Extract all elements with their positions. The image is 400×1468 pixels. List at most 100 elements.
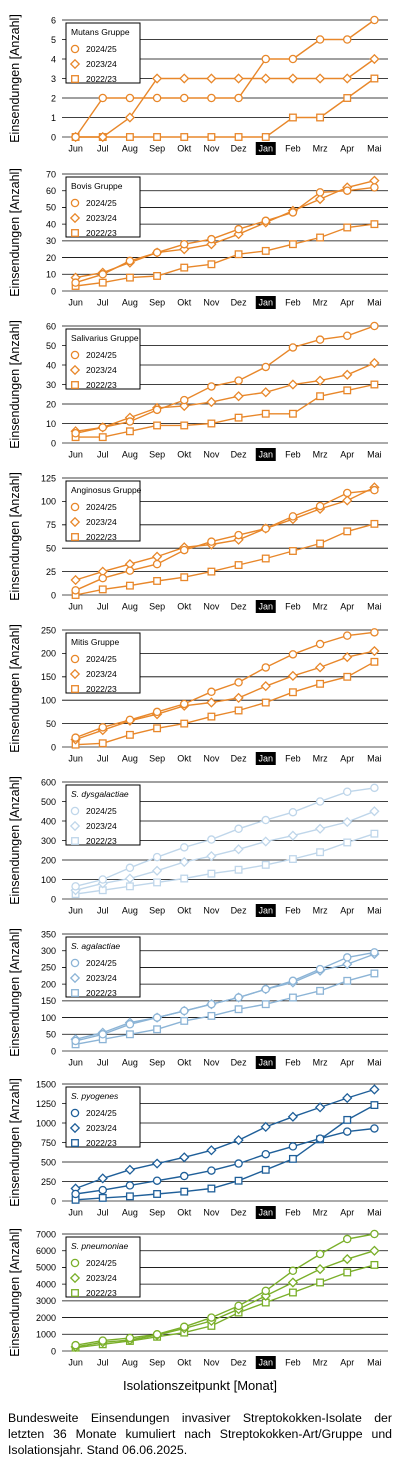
x-tick-label: Mai — [367, 906, 382, 916]
data-point — [151, 1158, 163, 1169]
x-tick-label: Okt — [177, 1358, 192, 1368]
data-point — [207, 1011, 216, 1020]
data-point — [125, 133, 134, 141]
data-point — [98, 875, 108, 884]
data-point — [207, 712, 216, 721]
legend-marker — [70, 654, 80, 664]
data-point — [314, 193, 326, 205]
data-point — [234, 250, 243, 259]
data-point — [342, 958, 353, 970]
legend-entry: 2024/25 — [86, 654, 117, 664]
legend-box — [65, 1236, 141, 1298]
series-line-2 — [75, 77, 375, 138]
x-axis-title: Isolationszeitpunkt [Monat] — [123, 1378, 277, 1393]
data-point — [233, 692, 244, 703]
data-point — [179, 1322, 189, 1332]
x-tick-label: Jun — [68, 906, 83, 916]
y-tick-label: 1000 — [36, 1118, 56, 1128]
data-point — [207, 93, 216, 103]
data-point — [207, 835, 216, 844]
x-tick-label: Aug — [122, 754, 138, 764]
data-point — [343, 838, 352, 847]
x-tick-label: Mai — [367, 602, 382, 612]
y-tick-label: 100 — [41, 497, 56, 507]
data-point — [206, 73, 217, 84]
x-tick-label: Nov — [203, 906, 220, 916]
data-point — [287, 1111, 299, 1122]
y-tick-label: 75 — [46, 520, 56, 530]
data-point — [260, 1290, 271, 1301]
x-tick-label: Mrz — [313, 298, 328, 308]
y-tick-label: 300 — [41, 836, 56, 846]
data-point — [342, 1127, 352, 1136]
data-point — [179, 1171, 189, 1181]
data-point — [180, 421, 189, 430]
y-axis-title: Einsendungen [Anzahl] — [8, 776, 22, 905]
data-point — [98, 585, 107, 594]
data-point — [151, 551, 163, 562]
legend-box — [65, 1086, 141, 1148]
data-point — [316, 233, 325, 242]
data-point — [125, 863, 135, 873]
data-point — [287, 73, 299, 84]
x-tick-label: Mai — [367, 1058, 382, 1068]
data-point — [206, 396, 217, 408]
x-tick-label: Jul — [97, 754, 109, 764]
x-tick-label: Jun — [68, 1208, 83, 1218]
x-tick-label: Dez — [231, 450, 248, 460]
data-point — [342, 35, 352, 44]
data-point — [233, 1135, 244, 1146]
series-line-1 — [75, 362, 375, 432]
data-point — [151, 865, 163, 876]
x-tick-label: Okt — [177, 1058, 192, 1068]
chart-panel-4: 0 50 100 150 200 250 Einsendungen [Anzahl] Jun J… — [8, 624, 388, 765]
data-point — [342, 652, 353, 663]
x-tick-label: Nov — [203, 1358, 220, 1368]
x-tick-label: Jan — [258, 1208, 273, 1218]
data-point — [233, 391, 244, 402]
data-point — [342, 369, 353, 380]
data-point — [261, 554, 270, 563]
data-point — [314, 375, 326, 386]
y-tick-label: 10 — [46, 270, 56, 280]
y-tick-label: 5 — [51, 35, 56, 45]
data-point — [152, 559, 162, 569]
data-point — [342, 488, 352, 498]
data-point — [98, 739, 107, 748]
month-highlight — [255, 1206, 276, 1219]
data-point — [369, 53, 380, 65]
data-point — [370, 1260, 379, 1269]
legend-box — [65, 328, 141, 390]
x-tick-label: Mai — [367, 450, 382, 460]
y-tick-label: 50 — [46, 203, 56, 213]
legend-entry: 2022/23 — [86, 532, 117, 542]
data-point — [370, 15, 379, 25]
y-tick-label: 60 — [46, 321, 56, 331]
series-line-0 — [75, 1233, 375, 1346]
data-point — [288, 512, 298, 521]
data-point — [125, 256, 135, 266]
legend-title: S. pneumoniae — [71, 1241, 128, 1251]
data-point — [260, 387, 271, 398]
y-tick-label: 0 — [51, 132, 56, 142]
data-point — [316, 986, 325, 995]
legend-marker — [70, 44, 80, 54]
x-tick-label: Feb — [285, 1358, 301, 1368]
data-point — [180, 1016, 189, 1025]
legend-entry: 2022/23 — [86, 1288, 117, 1298]
series-line-0 — [75, 489, 375, 591]
y-tick-label: 100 — [41, 696, 56, 706]
legend-marker — [70, 806, 80, 816]
data-point — [288, 208, 298, 217]
data-point — [98, 278, 107, 287]
data-point — [370, 220, 379, 229]
data-point — [234, 993, 243, 1002]
chart-panel-0: 0 1 2 3 4 5 6 Einsendungen [Anzahl] Jun Jul Aug Sep… — [8, 14, 388, 155]
x-tick-label: Jul — [97, 1058, 109, 1068]
data-point — [152, 707, 162, 717]
legend-box — [65, 480, 141, 542]
data-point — [70, 574, 81, 586]
data-point — [152, 93, 162, 103]
chart-panel-2: 0 10 20 30 40 50 60 Einsendungen [Anzahl] Jun Jul… — [8, 320, 388, 461]
x-tick-label: Jun — [68, 754, 83, 764]
